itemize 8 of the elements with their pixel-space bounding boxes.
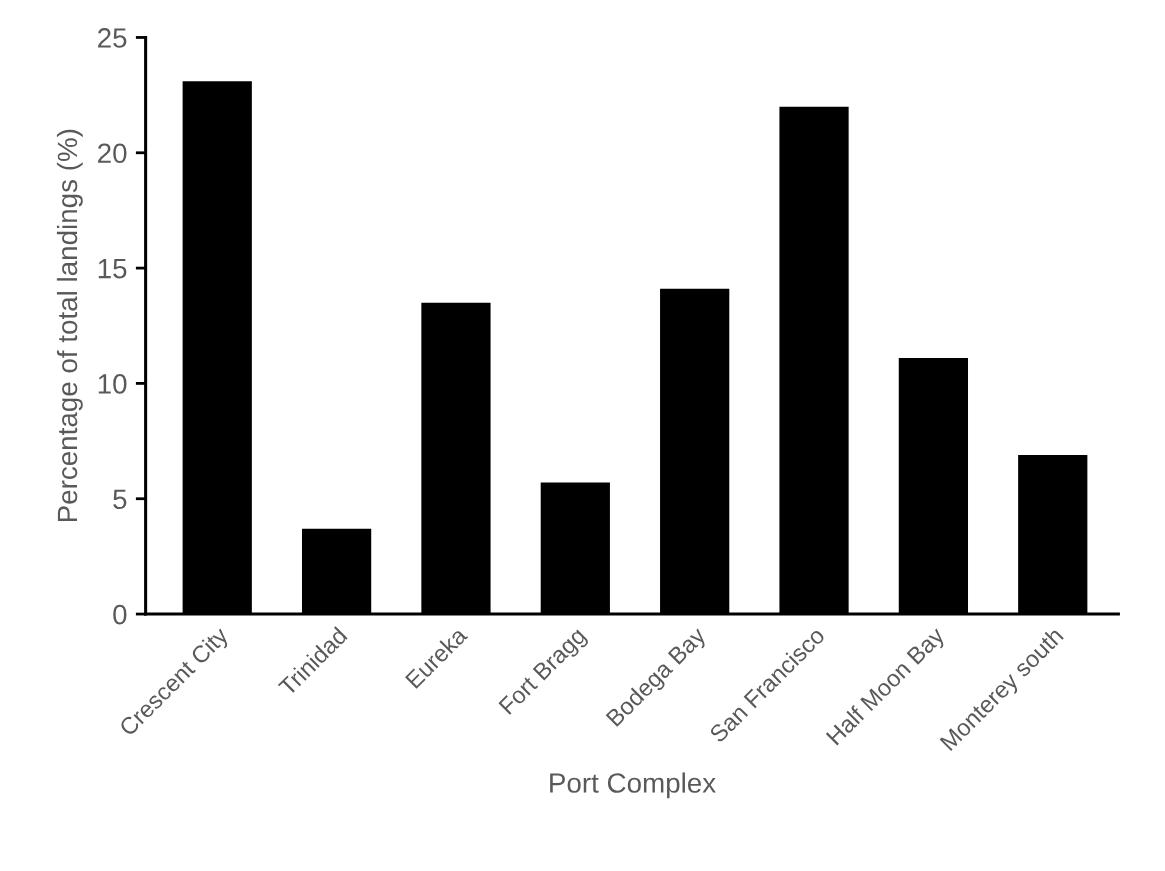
y-tick-label: 0 xyxy=(113,604,127,625)
x-axis-title: Port Complex xyxy=(550,772,716,799)
y-tick-label: 10 xyxy=(98,374,127,394)
y-tick-label: 20 xyxy=(98,143,127,164)
y-tick-label: 5 xyxy=(113,489,127,510)
y-axis-title: Percentage of total landings (%) xyxy=(56,129,83,522)
y-tick-label: 25 xyxy=(98,28,127,48)
y-tick-label: 15 xyxy=(98,259,127,279)
